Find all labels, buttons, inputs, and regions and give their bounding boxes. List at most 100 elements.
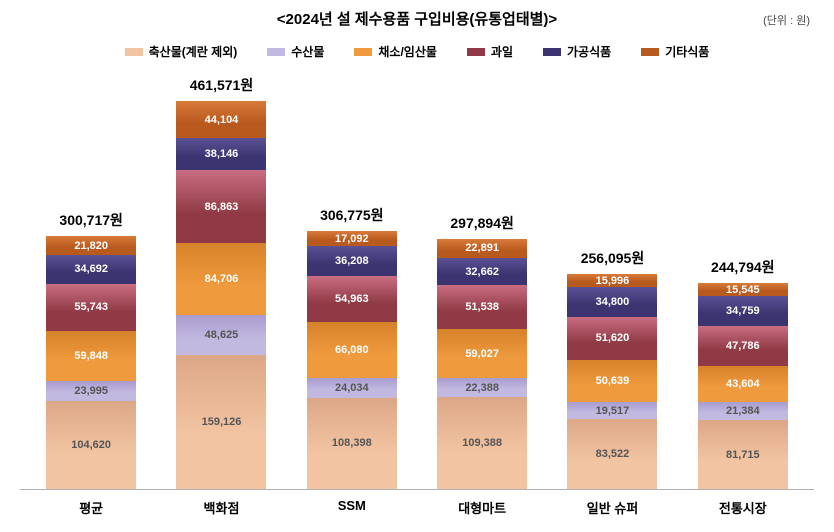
- total-label: 306,775원: [320, 205, 384, 225]
- bar-segment: 24,034: [307, 378, 397, 398]
- segment-value: 50,639: [596, 375, 630, 387]
- segment-value: 15,996: [596, 275, 630, 287]
- segment-value: 109,388: [462, 437, 502, 449]
- segment-value: 159,126: [202, 416, 242, 428]
- bar-stack: 104,62023,99559,84855,74334,69221,820: [46, 236, 136, 489]
- bar-segment: 50,639: [567, 360, 657, 403]
- segment-value: 47,786: [726, 340, 760, 352]
- bar-segment: 81,715: [698, 420, 788, 489]
- legend-label: 채소/임산물: [378, 43, 437, 60]
- bar-segment: 22,388: [437, 378, 527, 397]
- bar-stack: 159,126 48,625 84,706 86,863 38,146 44,104: [176, 101, 266, 489]
- segment-value: 22,388: [465, 382, 499, 394]
- segment-value: 59,027: [465, 348, 499, 360]
- segment-value: 19,517: [596, 405, 630, 417]
- bar-segment: 159,126: [176, 355, 266, 489]
- legend-item: 수산물: [267, 43, 324, 60]
- segment-value: 15,545: [726, 284, 760, 296]
- bar-segment: 21,820: [46, 236, 136, 254]
- bar-segment: 19,517: [567, 402, 657, 418]
- legend-label: 기타식품: [665, 43, 709, 60]
- segment-value: 86,863: [205, 201, 239, 213]
- legend-item: 과일: [467, 43, 513, 60]
- bar-group: 244,794원 81,715 21,384 43,604 47,786 34,759 15…: [688, 257, 798, 489]
- segment-value: 32,662: [465, 266, 499, 278]
- total-label: 244,794원: [711, 257, 775, 277]
- bar-segment: 23,995: [46, 381, 136, 401]
- legend-label: 수산물: [291, 43, 324, 60]
- x-axis-label: 백화점: [166, 498, 276, 517]
- legend: 축산물(계란 제외) 수산물 채소/임산물 과일 가공식품 기타식품: [20, 43, 814, 60]
- segment-value: 66,080: [335, 344, 369, 356]
- bar-segment: 108,398: [307, 398, 397, 489]
- bar-segment: 59,027: [437, 329, 527, 379]
- bar-segment: 47,786: [698, 326, 788, 366]
- unit-label: (단위 : 원): [763, 12, 810, 28]
- segment-value: 104,620: [71, 439, 111, 451]
- segment-value: 36,208: [335, 255, 369, 267]
- x-axis-labels: 평균백화점SSM대형마트일반 슈퍼전통시장: [20, 498, 814, 517]
- legend-swatch: [354, 48, 372, 56]
- bar-segment: 38,146: [176, 138, 266, 170]
- segment-value: 43,604: [726, 378, 760, 390]
- segment-value: 44,104: [205, 114, 239, 126]
- bar-segment: 22,891: [437, 239, 527, 258]
- segment-value: 34,692: [74, 263, 108, 275]
- total-label: 256,095원: [581, 248, 645, 268]
- segment-value: 21,384: [726, 405, 760, 417]
- legend-item: 기타식품: [641, 43, 709, 60]
- segment-value: 21,820: [74, 240, 108, 252]
- legend-label: 축산물(계란 제외): [149, 43, 238, 60]
- legend-label: 가공식품: [567, 43, 611, 60]
- x-axis-label: 전통시장: [688, 498, 798, 517]
- bar-segment: 51,620: [567, 317, 657, 360]
- bar-segment: 109,388: [437, 397, 527, 489]
- bar-segment: 66,080: [307, 322, 397, 378]
- segment-value: 23,995: [74, 385, 108, 397]
- legend-swatch: [267, 48, 285, 56]
- segment-value: 48,625: [205, 329, 239, 341]
- bar-segment: 48,625: [176, 315, 266, 356]
- bar-stack: 109,388 22,388 59,027 51,538 32,662 22,891: [437, 239, 527, 489]
- chart-title: <2024년 설 제수용품 구입비용(유통업태별)>: [20, 8, 814, 29]
- total-label: 461,571원: [190, 75, 254, 95]
- bar-segment: 104,620: [46, 401, 136, 489]
- legend-item: 채소/임산물: [354, 43, 437, 60]
- total-label: 297,894원: [450, 213, 514, 233]
- segment-value: 51,538: [465, 301, 499, 313]
- legend-swatch: [467, 48, 485, 56]
- bar-segment: 84,706: [176, 243, 266, 314]
- x-axis-label: 대형마트: [427, 498, 537, 517]
- bar-stack: 108,398 24,034 66,080 54,963 36,208 17,092: [307, 231, 397, 489]
- bar-group: 297,894원 109,388 22,388 59,027 51,538 32,662 2…: [427, 213, 537, 489]
- bar-group: 461,571원 159,126 48,625 84,706 86,863 38,146 4…: [166, 75, 276, 489]
- segment-value: 108,398: [332, 437, 372, 449]
- bar-stack: 83,52219,51750,63951,62034,80015,996: [567, 274, 657, 489]
- segment-value: 81,715: [726, 449, 760, 461]
- bar-segment: 43,604: [698, 366, 788, 403]
- bar-segment: 34,759: [698, 296, 788, 325]
- bar-segment: 32,662: [437, 258, 527, 285]
- legend-item: 축산물(계란 제외): [125, 43, 238, 60]
- segment-value: 24,034: [335, 382, 369, 394]
- segment-value: 17,092: [335, 233, 369, 245]
- bar-segment: 55,743: [46, 284, 136, 331]
- bar-segment: 86,863: [176, 170, 266, 243]
- bar-segment: 21,384: [698, 402, 788, 420]
- legend-swatch: [125, 48, 143, 56]
- segment-value: 34,759: [726, 305, 760, 317]
- bar-group: 300,717원104,62023,99559,84855,74334,6922…: [36, 210, 146, 489]
- segment-value: 55,743: [74, 301, 108, 313]
- bar-segment: 34,692: [46, 255, 136, 284]
- x-axis-label: 일반 슈퍼: [557, 498, 667, 517]
- bar-segment: 44,104: [176, 101, 266, 138]
- bar-group: 256,095원83,52219,51750,63951,62034,80015…: [557, 248, 667, 489]
- x-axis-label: SSM: [297, 498, 407, 517]
- segment-value: 54,963: [335, 293, 369, 305]
- segment-value: 84,706: [205, 273, 239, 285]
- bar-segment: 36,208: [307, 246, 397, 276]
- segment-value: 38,146: [205, 148, 239, 160]
- bar-stack: 81,715 21,384 43,604 47,786 34,759 15,545: [698, 283, 788, 489]
- segment-value: 51,620: [596, 332, 630, 344]
- bar-segment: 83,522: [567, 419, 657, 489]
